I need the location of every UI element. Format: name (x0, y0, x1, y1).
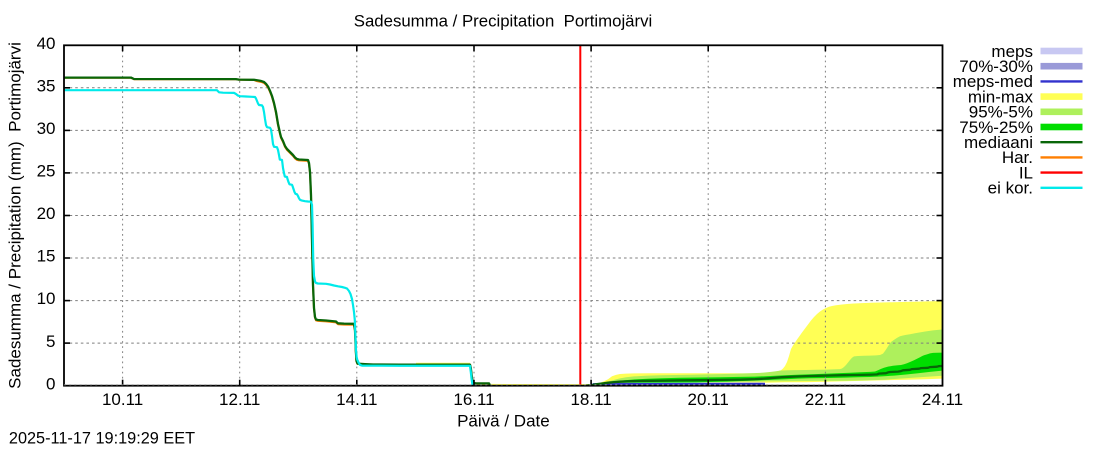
svg-text:95%-5%: 95%-5% (969, 103, 1033, 122)
svg-text:35: 35 (37, 76, 56, 95)
svg-text:30: 30 (37, 119, 56, 138)
svg-text:5: 5 (46, 332, 55, 351)
svg-text:Sadesumma / Precipitation Por: Sadesumma / Precipitation Portimojärvi (354, 11, 652, 30)
svg-text:16.11: 16.11 (453, 390, 494, 409)
svg-text:24.11: 24.11 (922, 390, 963, 409)
svg-text:IL: IL (1019, 163, 1033, 182)
svg-text:meps-med: meps-med (953, 72, 1033, 91)
svg-text:20.11: 20.11 (688, 390, 729, 409)
svg-text:0: 0 (46, 374, 55, 393)
svg-text:15: 15 (37, 247, 56, 266)
svg-text:22.11: 22.11 (805, 390, 846, 409)
svg-text:14.11: 14.11 (336, 390, 377, 409)
svg-text:12.11: 12.11 (219, 390, 260, 409)
svg-text:40: 40 (37, 34, 56, 53)
svg-text:25: 25 (37, 162, 56, 181)
svg-text:18.11: 18.11 (570, 390, 611, 409)
svg-text:mediaani: mediaani (964, 133, 1033, 152)
svg-text:meps: meps (991, 42, 1033, 61)
svg-text:min-max: min-max (968, 87, 1034, 106)
svg-text:Päivä / Date: Päivä / Date (457, 412, 550, 431)
svg-text:75%-25%: 75%-25% (959, 118, 1033, 137)
svg-text:Sadesumma / Precipitation (mm): Sadesumma / Precipitation (mm) Portimojä… (5, 42, 24, 389)
svg-text:10.11: 10.11 (102, 390, 143, 409)
svg-text:2025-11-17 19:19:29 EET: 2025-11-17 19:19:29 EET (9, 430, 195, 448)
svg-text:10: 10 (37, 289, 56, 308)
svg-text:70%-30%: 70%-30% (959, 57, 1033, 76)
svg-text:Har.: Har. (1002, 148, 1033, 167)
svg-text:ei kor.: ei kor. (988, 179, 1033, 198)
svg-text:20: 20 (37, 204, 56, 223)
